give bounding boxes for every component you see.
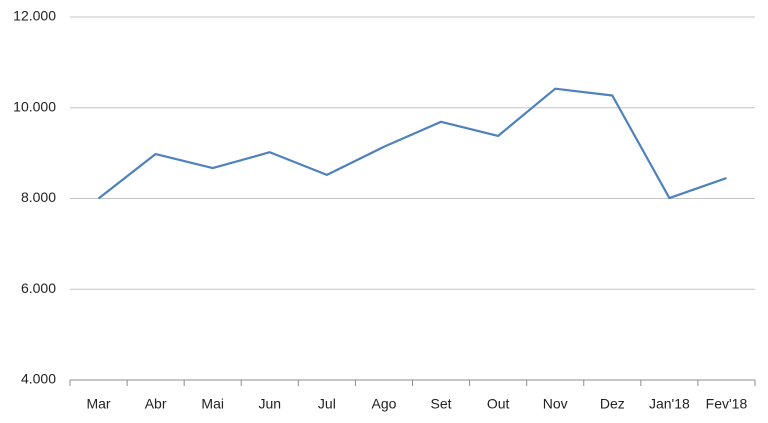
y-tick-label: 8.000 [21,189,56,205]
y-tick-label: 4.000 [21,371,56,387]
y-tick-label: 10.000 [13,98,56,114]
x-tick-label: Out [487,396,510,412]
x-tick-label: Mar [86,396,110,412]
y-tick-label: 12.000 [13,8,56,24]
x-tick-label: Jan'18 [649,396,690,412]
y-tick-label: 6.000 [21,280,56,296]
x-tick-label: Jul [318,396,336,412]
x-tick-label: Abr [145,396,167,412]
x-tick-label: Dez [600,396,625,412]
x-tick-label: Nov [543,396,568,412]
x-tick-label: Jun [259,396,282,412]
x-tick-label: Mai [201,396,224,412]
x-tick-label: Set [431,396,452,412]
data-line [97,87,727,200]
x-tick-label: Ago [371,396,396,412]
x-tick-label: Fev'18 [706,396,748,412]
